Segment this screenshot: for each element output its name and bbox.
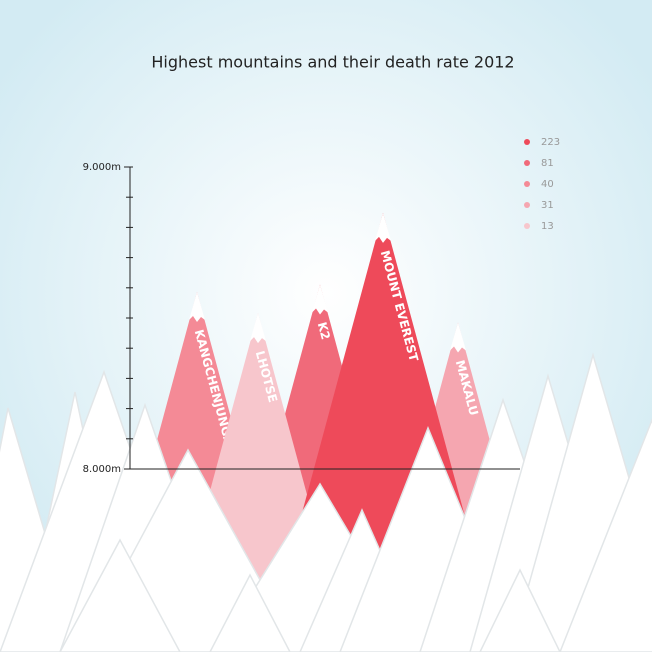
legend-marker [524, 160, 530, 166]
legend-label: 13 [541, 221, 554, 232]
legend-label: 40 [541, 179, 554, 190]
chart-title: Highest mountains and their death rate 2… [151, 53, 514, 72]
foreground [0, 352, 652, 652]
legend-marker [524, 181, 530, 187]
mountain-label: K2 [315, 321, 333, 342]
legend: 223 81 40 31 13 [524, 137, 560, 232]
snow-cap [450, 322, 466, 353]
snow-cap [312, 284, 328, 315]
legend-marker [524, 223, 530, 229]
snow-cap [375, 212, 391, 243]
snow-cap [250, 313, 266, 344]
legend-label: 223 [541, 137, 560, 148]
legend-marker [524, 139, 530, 145]
legend-marker [524, 202, 530, 208]
axis: 8.000m 9.000m [83, 162, 520, 475]
legend-label: 81 [541, 158, 554, 169]
y-tick-label: 8.000m [83, 464, 121, 475]
y-tick-label: 9.000m [83, 162, 121, 173]
snow-cap [189, 292, 205, 323]
legend-label: 31 [541, 200, 554, 211]
